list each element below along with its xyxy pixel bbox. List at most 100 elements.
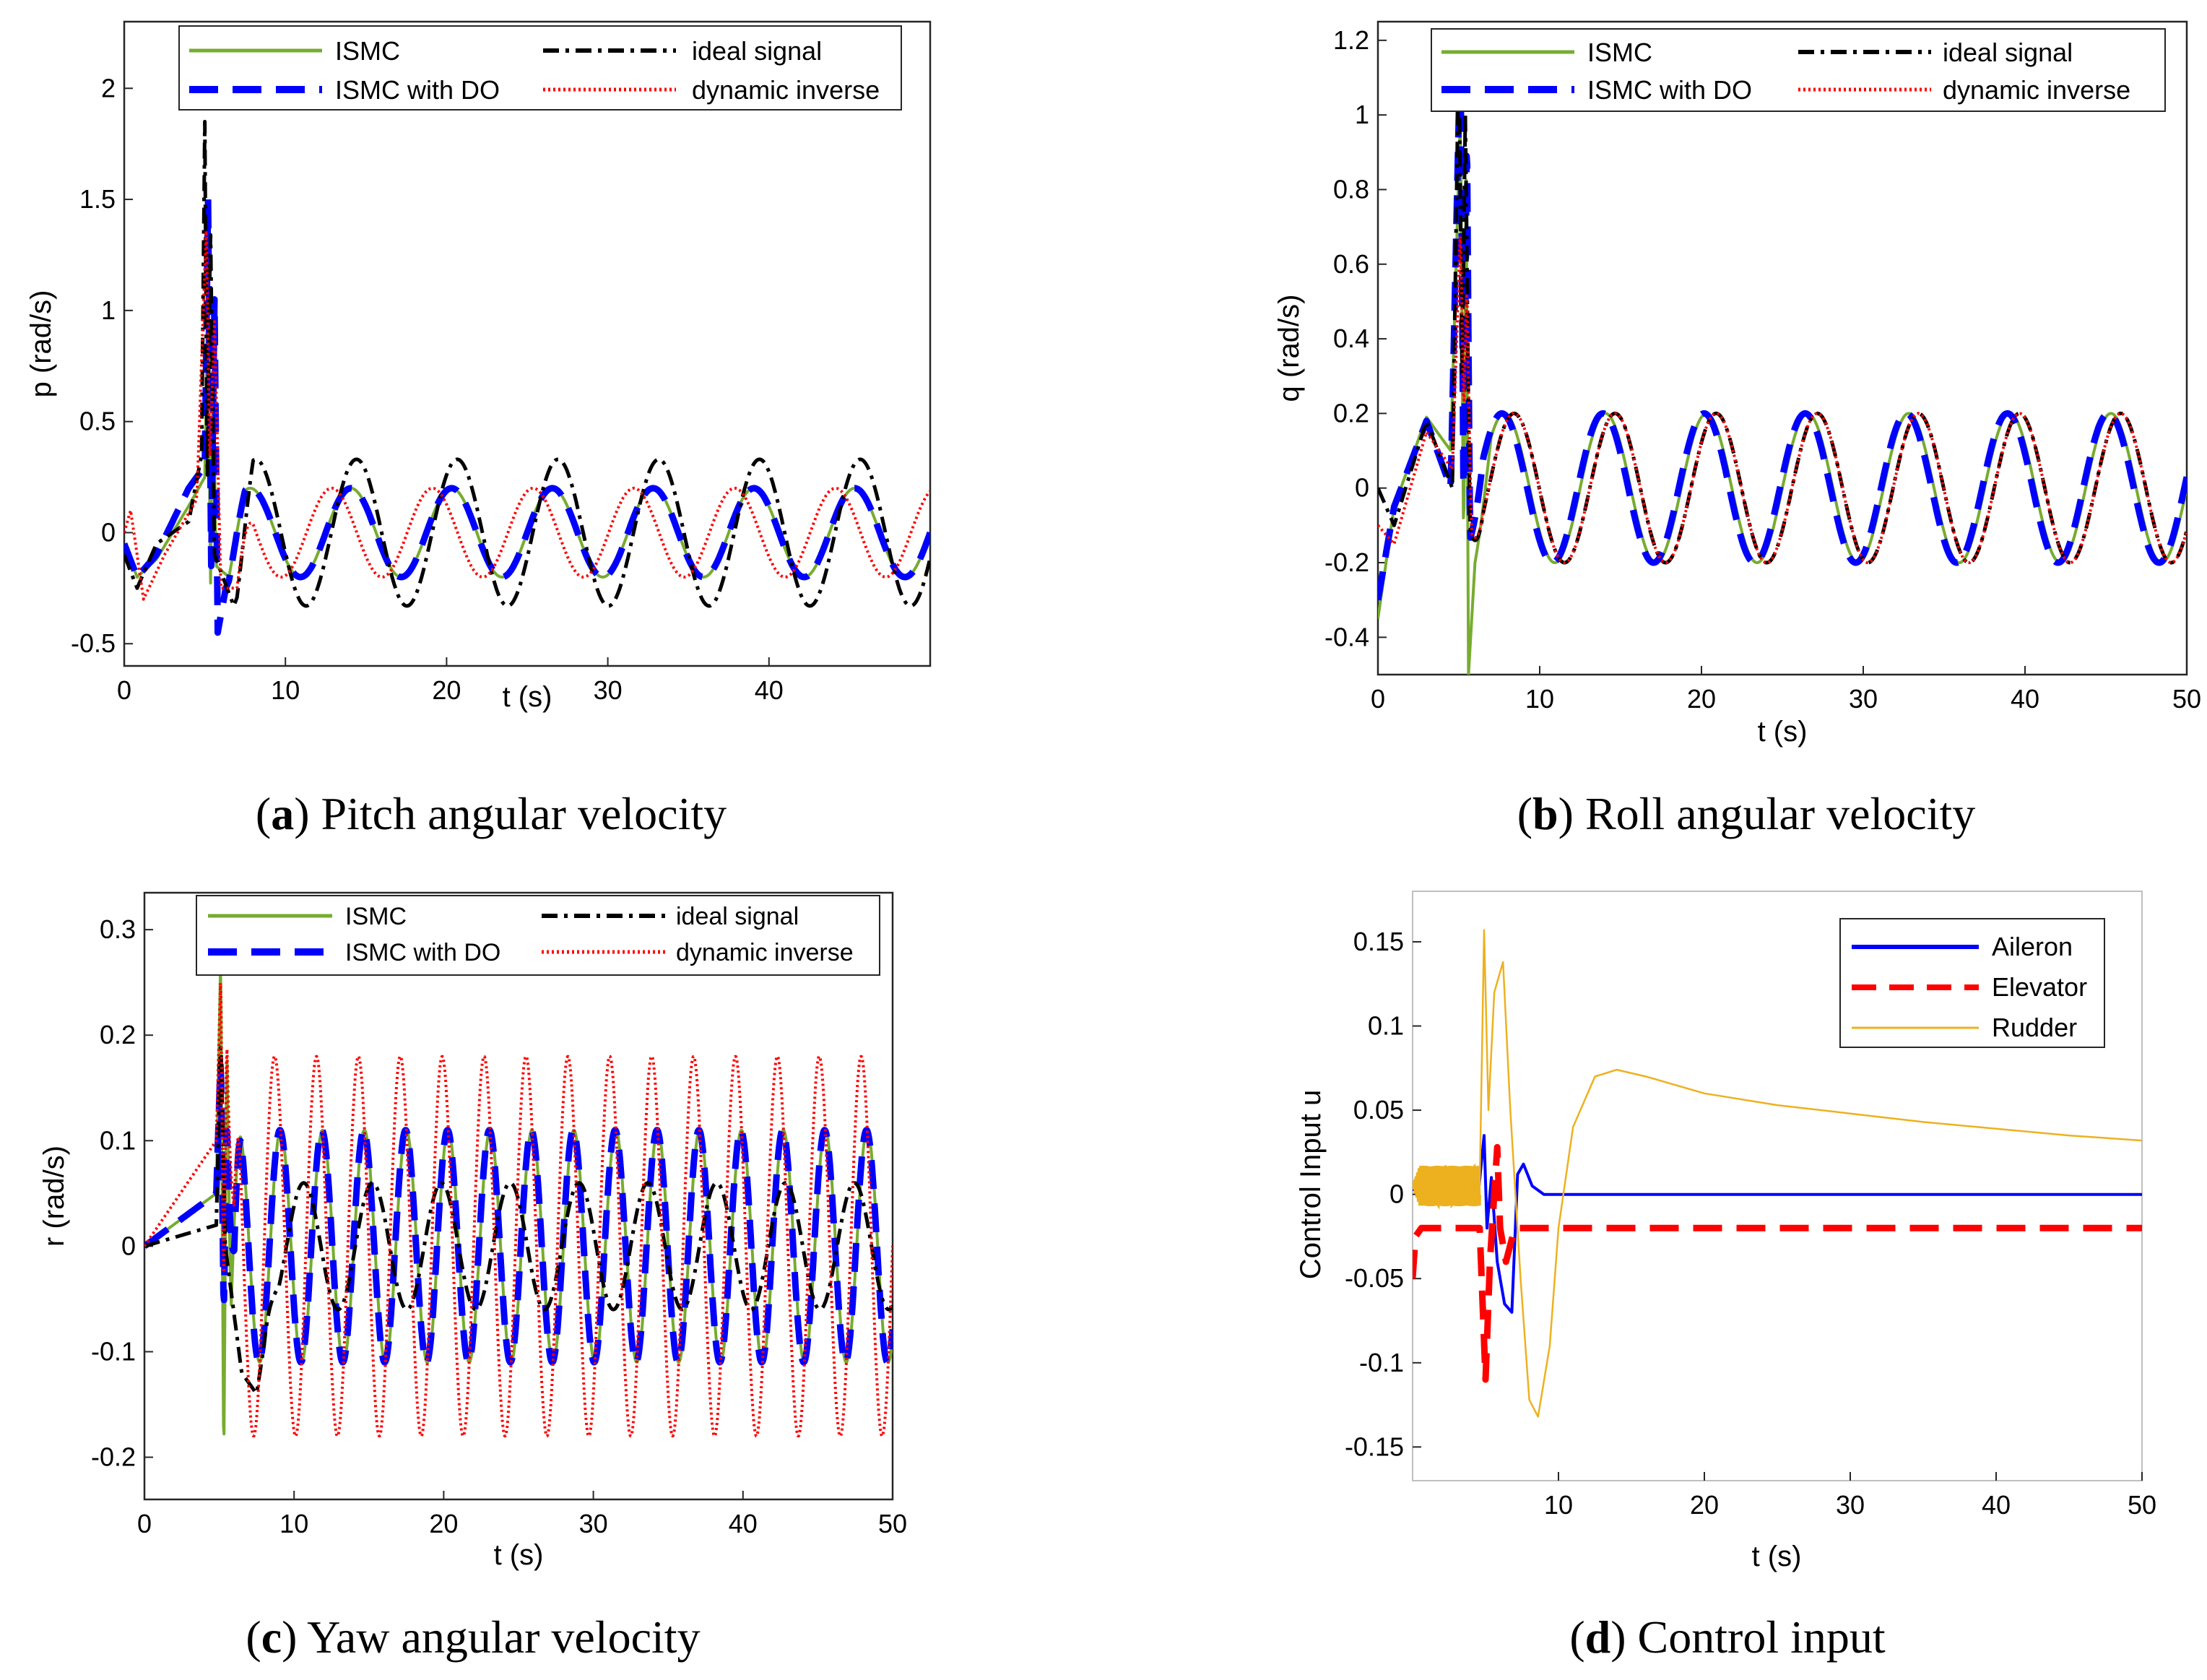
y-tick-label-b-0: -0.4 xyxy=(1324,622,1369,651)
caption-c-letter: c xyxy=(261,1611,282,1663)
legend-a: ISMC ISMC with DO ideal signal dynamic i… xyxy=(178,25,902,111)
panel-roll-angular-velocity: 0 10 20 30 40 50 -0.4 -0.2 0 0.2 0.4 0.6 0.8 1 1.2 t (… xyxy=(1273,20,2201,748)
panel-control-input: 10 20 30 40 50 -0.15 -0.1 -0.05 0 0.05 0.1 0.15 t (… xyxy=(1295,891,2156,1572)
x-tick-label-a-1: 10 xyxy=(271,675,300,705)
caption-b-letter: b xyxy=(1532,788,1558,839)
legend-label-d-rudder: Rudder xyxy=(1992,1013,2077,1042)
caption-c-text: Yaw angular velocity xyxy=(307,1611,701,1663)
legend-label-c-ismc-do: ISMC with DO xyxy=(345,939,500,966)
series-line-b-1 xyxy=(1378,52,2187,601)
legend-label-a-dyn: dynamic inverse xyxy=(692,75,880,105)
plot-area-a xyxy=(123,20,932,667)
legend-label-c-ismc: ISMC xyxy=(345,903,407,930)
series-line-d-1 xyxy=(1413,1143,2142,1383)
y-tick-label-b-8: 1.2 xyxy=(1333,25,1369,55)
y-tick-label-d-1: -0.1 xyxy=(1359,1348,1404,1377)
y-tick-label-b-5: 0.6 xyxy=(1333,249,1369,279)
legend-box-d xyxy=(1839,918,2105,1048)
series-line-b-3 xyxy=(1378,235,2187,564)
y-tick-label-a-4: 1.5 xyxy=(79,184,116,214)
x-axis-label-a: t (s) xyxy=(503,681,552,713)
series-line-a-3 xyxy=(124,229,930,601)
x-tick-label-c-0: 0 xyxy=(137,1509,152,1538)
caption-d-letter: d xyxy=(1585,1611,1611,1663)
y-tick-label-d-3: 0 xyxy=(1389,1179,1404,1209)
caption-a: (a) Pitch angular velocity xyxy=(256,788,727,839)
series-line-c-3 xyxy=(144,982,893,1438)
y-axis-label-b: q (rad/s) xyxy=(1273,295,1305,402)
caption-d: (d) Control input xyxy=(1569,1611,1886,1663)
legend-label-c-dyn: dynamic inverse xyxy=(676,939,854,966)
y-tick-label-b-4: 0.4 xyxy=(1333,324,1369,353)
caption-c: (c) Yaw angular velocity xyxy=(246,1611,700,1663)
plot-area-b xyxy=(1376,20,2188,676)
legend-label-b-ismc-do: ISMC with DO xyxy=(1587,75,1752,105)
y-axis-label-c: r (rad/s) xyxy=(38,1146,70,1247)
series-a xyxy=(124,119,930,636)
y-tick-label-c-3: 0.1 xyxy=(100,1125,136,1155)
caption-a-text: Pitch angular velocity xyxy=(321,788,727,839)
series-line-a-2 xyxy=(124,119,930,608)
series-b xyxy=(1378,38,2187,675)
y-tick-label-b-3: 0.2 xyxy=(1333,398,1369,428)
y-tick-label-a-3: 1 xyxy=(101,295,116,325)
x-axis-label-b: t (s) xyxy=(1758,716,1808,748)
x-tick-label-d-2: 30 xyxy=(1836,1490,1865,1520)
series-line-a-1 xyxy=(124,196,930,636)
legend-label-d-elevator: Elevator xyxy=(1992,972,2087,1002)
x-tick-label-b-2: 20 xyxy=(1687,684,1716,714)
x-tick-label-c-3: 30 xyxy=(579,1509,608,1538)
y-tick-label-d-0: -0.15 xyxy=(1345,1432,1404,1461)
series-line-d-0 xyxy=(1413,1134,2142,1314)
legend-c: ISMC ISMC with DO ideal signal dynamic i… xyxy=(196,895,880,976)
y-tick-label-a-0: -0.5 xyxy=(71,628,116,658)
legend-label-a-ideal: ideal signal xyxy=(692,36,822,66)
ticks-d: 10 20 30 40 50 -0.15 -0.1 -0.05 0 0.05 0.1 0.15 xyxy=(1345,927,2156,1520)
caption-d-text: Control input xyxy=(1638,1611,1886,1663)
legend-label-a-ismc: ISMC xyxy=(335,36,400,66)
y-tick-label-c-5: 0.3 xyxy=(100,914,136,944)
y-tick-label-b-1: -0.2 xyxy=(1324,547,1369,577)
series-d xyxy=(1413,929,2142,1418)
legend-label-b-ismc: ISMC xyxy=(1587,38,1652,67)
y-tick-label-b-7: 1 xyxy=(1355,100,1369,129)
x-tick-label-a-0: 0 xyxy=(117,675,131,705)
y-tick-label-c-2: 0 xyxy=(121,1231,136,1260)
x-tick-label-c-4: 40 xyxy=(729,1509,758,1538)
legend-label-b-dyn: dynamic inverse xyxy=(1943,75,2130,105)
y-tick-label-a-1: 0 xyxy=(101,517,116,547)
y-tick-label-d-6: 0.15 xyxy=(1353,927,1404,956)
series-line-c-2 xyxy=(144,1046,893,1395)
x-tick-label-d-4: 50 xyxy=(2128,1490,2156,1520)
caption-a-letter: a xyxy=(271,788,294,839)
legend-label-d-aileron: Aileron xyxy=(1992,932,2073,961)
y-tick-label-c-1: -0.1 xyxy=(91,1336,136,1366)
legend-box-a xyxy=(178,25,902,111)
x-tick-label-c-2: 20 xyxy=(429,1509,458,1538)
legend-box-b xyxy=(1431,28,2166,112)
legend-b: ISMC ISMC with DO ideal signal dynamic i… xyxy=(1431,28,2166,112)
legend-label-a-ismc-do: ISMC with DO xyxy=(335,75,500,105)
x-tick-label-b-1: 10 xyxy=(1525,684,1554,714)
x-tick-label-d-3: 40 xyxy=(1982,1490,2011,1520)
y-tick-label-d-5: 0.1 xyxy=(1368,1011,1404,1041)
x-tick-label-b-4: 40 xyxy=(2011,684,2039,714)
x-tick-label-b-0: 0 xyxy=(1371,684,1385,714)
panel-pitch-angular-velocity: 0 10 20 30 40-0.500.511.52 t (s) p (rad/s) I… xyxy=(25,20,932,713)
series-line-d-rudder-band xyxy=(1413,1163,1481,1210)
x-tick-label-d-1: 20 xyxy=(1690,1490,1719,1520)
ticks-b: 0 10 20 30 40 50 -0.4 -0.2 0 0.2 0.4 0.6 0.8 1 1.2 xyxy=(1324,25,2201,714)
y-tick-label-b-6: 0.8 xyxy=(1333,174,1369,204)
x-tick-label-b-5: 50 xyxy=(2172,684,2201,714)
x-tick-label-a-4: 40 xyxy=(755,675,784,705)
x-tick-label-b-3: 30 xyxy=(1849,684,1878,714)
y-tick-label-c-4: 0.2 xyxy=(100,1020,136,1049)
ticks-c: 0 10 20 30 40 50 -0.2 -0.1 0 0.1 0.2 0.3 xyxy=(91,914,907,1538)
y-tick-label-c-0: -0.2 xyxy=(91,1442,136,1472)
x-tick-label-d-0: 10 xyxy=(1544,1490,1573,1520)
y-tick-label-d-4: 0.05 xyxy=(1353,1095,1404,1125)
legend-label-b-ideal: ideal signal xyxy=(1943,38,2073,67)
series-line-d-2 xyxy=(1413,929,2142,1418)
x-axis-label-d: t (s) xyxy=(1752,1541,1802,1572)
